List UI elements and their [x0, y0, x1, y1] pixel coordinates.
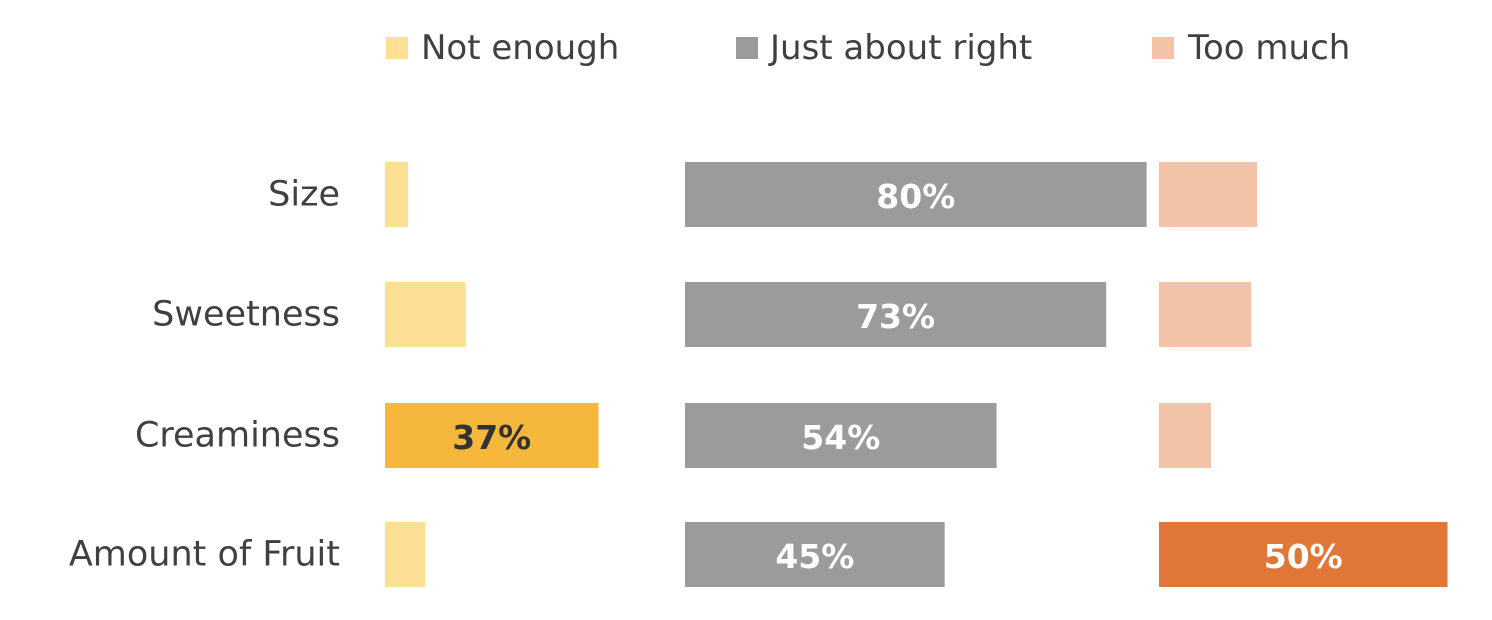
data-labels: 37% 80% 73% 54% 45% 50%: [452, 177, 1343, 576]
legend-swatch-just-about-right: [736, 37, 758, 59]
bars: [385, 162, 1448, 587]
bar-just-about-right-creaminess: [685, 403, 997, 468]
bar-not-enough-sweetness: [385, 282, 466, 347]
bar-not-enough-size: [385, 162, 409, 227]
bar-not-enough-creaminess: [385, 403, 599, 468]
data-label-just-about-right-creaminess: 54%: [801, 418, 880, 457]
legend-label-just-about-right: Just about right: [768, 28, 1032, 68]
category-label-size: Size: [268, 175, 340, 215]
legend-label-too-much: Too much: [1187, 28, 1350, 68]
legend-swatch-not-enough: [386, 37, 408, 59]
category-label-creaminess: Creaminess: [135, 416, 340, 456]
category-label-amount-of-fruit: Amount of Fruit: [69, 535, 340, 575]
legend-swatch-too-much: [1152, 37, 1174, 59]
category-labels: Size Sweetness Creaminess Amount of Fruit: [69, 175, 340, 575]
bar-too-much-creaminess: [1159, 403, 1211, 468]
data-label-just-about-right-size: 80%: [876, 177, 955, 216]
data-label-too-much-amount-of-fruit: 50%: [1264, 537, 1343, 576]
bar-just-about-right-amount-of-fruit: [685, 522, 945, 587]
bar-too-much-size: [1159, 162, 1258, 227]
bar-too-much-sweetness: [1159, 282, 1252, 347]
bar-just-about-right-size: [685, 162, 1147, 227]
bar-not-enough-amount-of-fruit: [385, 522, 426, 587]
legend-label-not-enough: Not enough: [421, 28, 619, 68]
bar-just-about-right-sweetness: [685, 282, 1107, 347]
data-label-just-about-right-amount-of-fruit: 45%: [775, 537, 854, 576]
category-label-sweetness: Sweetness: [152, 295, 340, 335]
data-label-just-about-right-sweetness: 73%: [856, 297, 935, 336]
data-label-not-enough-creaminess: 37%: [452, 418, 531, 457]
bar-too-much-amount-of-fruit: [1159, 522, 1448, 587]
legend: Not enough Just about right Too much: [386, 28, 1350, 68]
